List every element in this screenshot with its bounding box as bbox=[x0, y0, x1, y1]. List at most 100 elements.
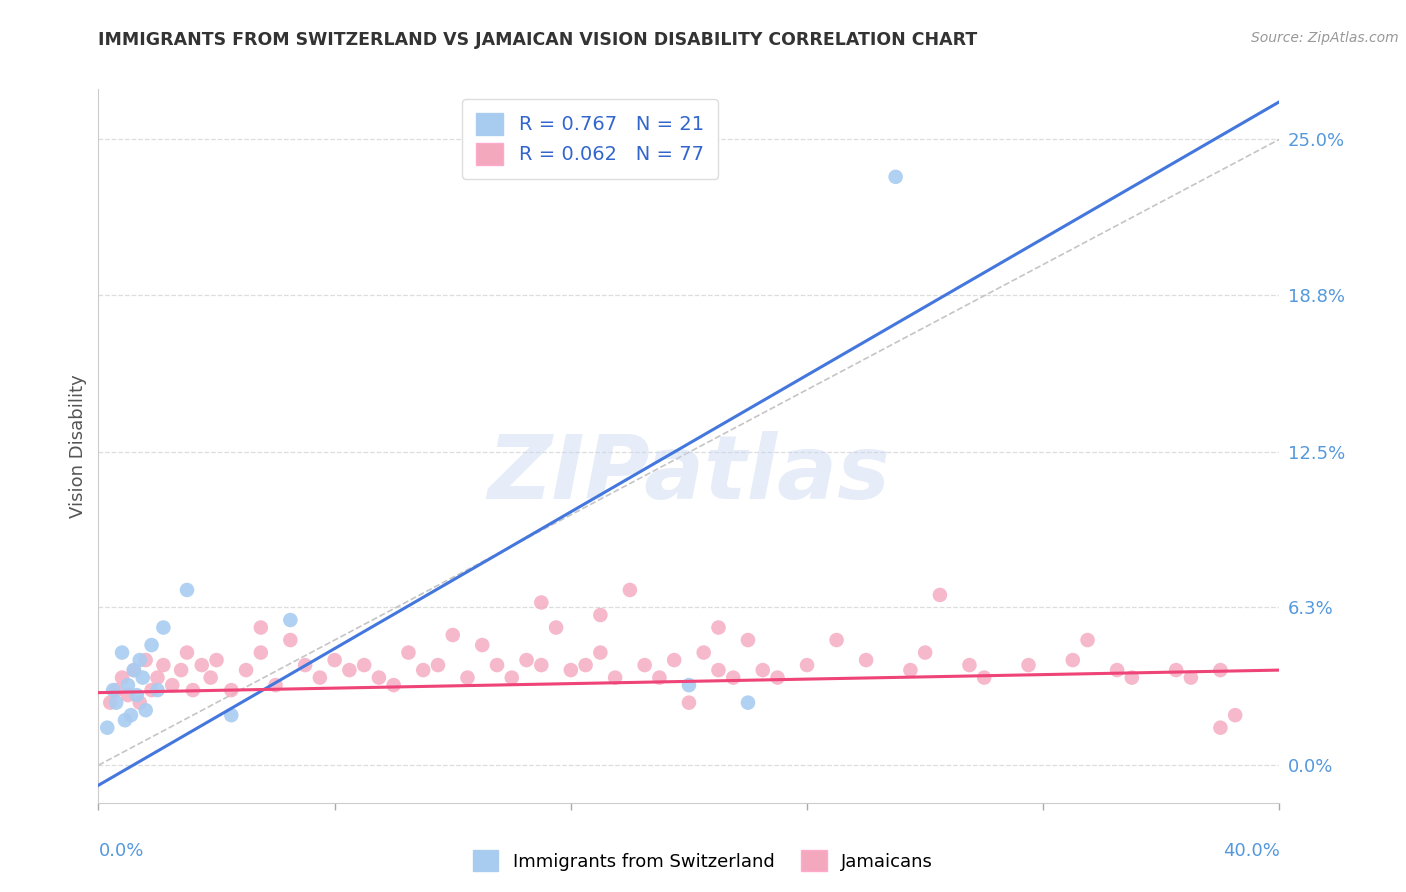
Point bbox=[1180, 671, 1202, 685]
Point bbox=[589, 646, 612, 660]
Point bbox=[1166, 663, 1188, 677]
Point bbox=[128, 696, 150, 710]
Point bbox=[280, 613, 302, 627]
Point bbox=[141, 638, 163, 652]
Point bbox=[152, 658, 174, 673]
Point bbox=[530, 595, 553, 609]
Y-axis label: Vision Disability: Vision Disability bbox=[69, 374, 87, 518]
Legend: R = 0.767   N = 21, R = 0.062   N = 77: R = 0.767 N = 21, R = 0.062 N = 77 bbox=[463, 99, 717, 178]
Point bbox=[294, 658, 316, 673]
Point bbox=[664, 653, 686, 667]
Point bbox=[111, 671, 134, 685]
Point bbox=[1107, 663, 1129, 677]
Point bbox=[221, 683, 243, 698]
Point bbox=[884, 169, 907, 184]
Point bbox=[1121, 671, 1143, 685]
Point bbox=[723, 671, 745, 685]
Point bbox=[146, 683, 169, 698]
Point bbox=[1225, 708, 1247, 723]
Point bbox=[264, 678, 287, 692]
Point bbox=[128, 653, 150, 667]
Text: 40.0%: 40.0% bbox=[1223, 842, 1279, 860]
Point bbox=[530, 658, 553, 673]
Point bbox=[855, 653, 877, 667]
Text: Source: ZipAtlas.com: Source: ZipAtlas.com bbox=[1251, 31, 1399, 45]
Point bbox=[323, 653, 346, 667]
Point bbox=[132, 671, 155, 685]
Point bbox=[707, 663, 730, 677]
Point bbox=[98, 696, 121, 710]
Point bbox=[105, 683, 128, 698]
Point bbox=[125, 688, 148, 702]
Point bbox=[678, 678, 700, 692]
Point bbox=[575, 658, 598, 673]
Point bbox=[105, 696, 128, 710]
Point bbox=[103, 683, 125, 698]
Point bbox=[457, 671, 479, 685]
Point bbox=[766, 671, 789, 685]
Point bbox=[560, 663, 582, 677]
Point bbox=[501, 671, 523, 685]
Point bbox=[309, 671, 332, 685]
Point bbox=[825, 633, 848, 648]
Point bbox=[96, 721, 118, 735]
Point bbox=[250, 621, 273, 635]
Point bbox=[1062, 653, 1084, 667]
Legend: Immigrants from Switzerland, Jamaicans: Immigrants from Switzerland, Jamaicans bbox=[465, 843, 941, 879]
Point bbox=[648, 671, 671, 685]
Point bbox=[737, 696, 759, 710]
Point bbox=[634, 658, 657, 673]
Point bbox=[516, 653, 538, 667]
Point bbox=[205, 653, 228, 667]
Point bbox=[471, 638, 494, 652]
Point bbox=[181, 683, 204, 698]
Point bbox=[111, 646, 134, 660]
Point bbox=[176, 582, 198, 597]
Point bbox=[135, 653, 157, 667]
Point bbox=[122, 663, 145, 677]
Point bbox=[280, 633, 302, 648]
Point bbox=[120, 708, 142, 723]
Point bbox=[589, 607, 612, 622]
Point bbox=[619, 582, 641, 597]
Point bbox=[796, 658, 818, 673]
Point bbox=[176, 646, 198, 660]
Point bbox=[339, 663, 361, 677]
Point bbox=[162, 678, 183, 692]
Point bbox=[441, 628, 464, 642]
Point bbox=[135, 703, 157, 717]
Point bbox=[152, 621, 174, 635]
Point bbox=[235, 663, 257, 677]
Point bbox=[752, 663, 775, 677]
Point bbox=[117, 678, 139, 692]
Point bbox=[146, 671, 169, 685]
Point bbox=[122, 663, 145, 677]
Point bbox=[427, 658, 450, 673]
Point bbox=[1209, 721, 1232, 735]
Point bbox=[1077, 633, 1099, 648]
Point bbox=[546, 621, 568, 635]
Point bbox=[382, 678, 405, 692]
Point bbox=[114, 713, 136, 727]
Point bbox=[353, 658, 375, 673]
Point bbox=[914, 646, 936, 660]
Point bbox=[170, 663, 193, 677]
Point bbox=[693, 646, 716, 660]
Point bbox=[486, 658, 509, 673]
Text: ZIPatlas: ZIPatlas bbox=[488, 431, 890, 518]
Point bbox=[1209, 663, 1232, 677]
Point bbox=[959, 658, 981, 673]
Text: IMMIGRANTS FROM SWITZERLAND VS JAMAICAN VISION DISABILITY CORRELATION CHART: IMMIGRANTS FROM SWITZERLAND VS JAMAICAN … bbox=[98, 31, 977, 49]
Point bbox=[200, 671, 222, 685]
Point bbox=[141, 683, 163, 698]
Text: 0.0%: 0.0% bbox=[98, 842, 143, 860]
Point bbox=[737, 633, 759, 648]
Point bbox=[1018, 658, 1040, 673]
Point bbox=[250, 646, 273, 660]
Point bbox=[929, 588, 952, 602]
Point bbox=[221, 708, 243, 723]
Point bbox=[973, 671, 995, 685]
Point bbox=[191, 658, 214, 673]
Point bbox=[412, 663, 434, 677]
Point bbox=[900, 663, 922, 677]
